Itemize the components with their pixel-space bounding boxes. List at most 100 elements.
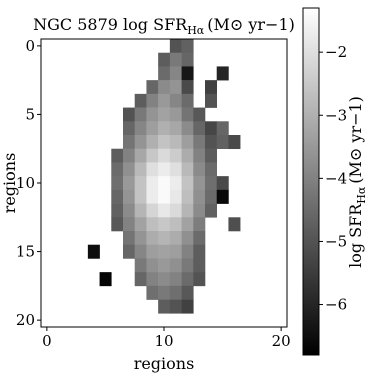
heatmap-cell xyxy=(169,107,182,122)
colorbar-tick-label: −6 xyxy=(325,296,347,314)
heatmap-cell xyxy=(205,93,218,108)
x-axis-label: regions xyxy=(134,354,195,373)
heatmap-cell xyxy=(181,135,194,150)
heatmap-cell xyxy=(216,189,229,204)
x-tick-label: 10 xyxy=(154,332,173,350)
heatmap-cell xyxy=(158,258,171,273)
heatmap-cell xyxy=(181,39,194,54)
heatmap-cell xyxy=(193,162,206,177)
heatmap-cell xyxy=(158,135,171,150)
heatmap-cell xyxy=(216,176,229,191)
heatmap-cell xyxy=(181,148,194,163)
colorbar-label: log SFRHα(M⊙ yr−1) xyxy=(346,96,367,268)
heatmap-cell xyxy=(134,258,147,273)
heatmap-cell xyxy=(146,93,159,108)
heatmap-cell xyxy=(205,135,218,150)
colorbar-label-unit: (M⊙ yr−1) xyxy=(346,96,365,184)
heatmap-cell xyxy=(134,93,147,108)
heatmap-cell xyxy=(158,231,171,246)
heatmap-cell xyxy=(134,162,147,177)
y-tick-label: 15 xyxy=(16,243,35,261)
colorbar-tick-label: −3 xyxy=(325,106,347,124)
heatmap-cell xyxy=(169,52,182,67)
y-tick-label: 10 xyxy=(16,174,35,192)
colorbar-label-subscript: Hα xyxy=(355,186,367,204)
heatmap-cell xyxy=(146,107,159,122)
heatmap-cell xyxy=(146,244,159,259)
heatmap-cell xyxy=(169,258,182,273)
heatmap-cell xyxy=(181,217,194,232)
heatmap-cell xyxy=(181,244,194,259)
heatmap-cell xyxy=(123,231,136,246)
heatmap-cell xyxy=(205,80,218,95)
heatmap-cell xyxy=(123,148,136,163)
x-axis-ticks: 0 10 20 xyxy=(42,327,291,350)
heatmap-cell xyxy=(181,107,194,122)
heatmap-cell xyxy=(146,272,159,287)
title-subscript: Hα xyxy=(187,24,205,37)
heatmap-cell xyxy=(158,189,171,204)
heatmap-cell xyxy=(146,162,159,177)
heatmap-cell xyxy=(205,176,218,191)
heatmap-cell xyxy=(169,285,182,300)
heatmap-cell xyxy=(134,148,147,163)
heatmap-cell xyxy=(169,203,182,218)
y-tick-label: 0 xyxy=(25,37,35,55)
heatmap-cell xyxy=(169,272,182,287)
heatmap-cell xyxy=(181,66,194,81)
heatmap-cells xyxy=(87,39,241,314)
heatmap-cell xyxy=(158,121,171,136)
heatmap-cell xyxy=(134,244,147,259)
heatmap-cell xyxy=(169,93,182,108)
heatmap-cell xyxy=(169,121,182,136)
heatmap-cell xyxy=(146,176,159,191)
heatmap-cell xyxy=(181,285,194,300)
heatmap-cell xyxy=(146,285,159,300)
heatmap-cell xyxy=(134,189,147,204)
heatmap-cell xyxy=(123,162,136,177)
heatmap-cell xyxy=(134,217,147,232)
heatmap-cell xyxy=(169,217,182,232)
heatmap-cell xyxy=(193,176,206,191)
heatmap-cell xyxy=(146,135,159,150)
heatmap-cell xyxy=(181,258,194,273)
heatmap-cell xyxy=(216,121,229,136)
heatmap-cell xyxy=(205,162,218,177)
heatmap-cell xyxy=(169,39,182,54)
heatmap-cell xyxy=(146,217,159,232)
heatmap-cell xyxy=(146,148,159,163)
heatmap-cell xyxy=(169,244,182,259)
heatmap-cell xyxy=(181,121,194,136)
heatmap-cell xyxy=(158,217,171,232)
heatmap-cell xyxy=(193,107,206,122)
heatmap-cell xyxy=(134,272,147,287)
heatmap-cell xyxy=(146,121,159,136)
heatmap-cell xyxy=(181,162,194,177)
heatmap-cell xyxy=(134,176,147,191)
heatmap-cell xyxy=(169,66,182,81)
heatmap-cell xyxy=(146,203,159,218)
heatmap-cell xyxy=(158,244,171,259)
heatmap-cell xyxy=(181,272,194,287)
heatmap-cell xyxy=(169,176,182,191)
heatmap-cell xyxy=(181,189,194,204)
chart-title: NGC 5879 log SFRHα (M⊙ yr−1) xyxy=(33,15,295,37)
heatmap-cell xyxy=(111,217,124,232)
heatmap-cell xyxy=(134,121,147,136)
heatmap-cell xyxy=(111,162,124,177)
heatmap-cell xyxy=(181,203,194,218)
x-tick-label: 20 xyxy=(272,332,291,350)
heatmap-cell xyxy=(181,93,194,108)
heatmap-cell xyxy=(158,66,171,81)
heatmap-cell xyxy=(146,80,159,95)
heatmap-cell xyxy=(181,52,194,67)
heatmap-cell xyxy=(181,176,194,191)
heatmap-cell xyxy=(205,148,218,163)
title-unit: (M⊙ yr−1) xyxy=(207,15,295,34)
heatmap-cell xyxy=(193,135,206,150)
heatmap-cell xyxy=(134,135,147,150)
heatmap-cell xyxy=(123,203,136,218)
heatmap-cell xyxy=(158,299,171,314)
heatmap-cell xyxy=(123,189,136,204)
heatmap-cell xyxy=(169,231,182,246)
